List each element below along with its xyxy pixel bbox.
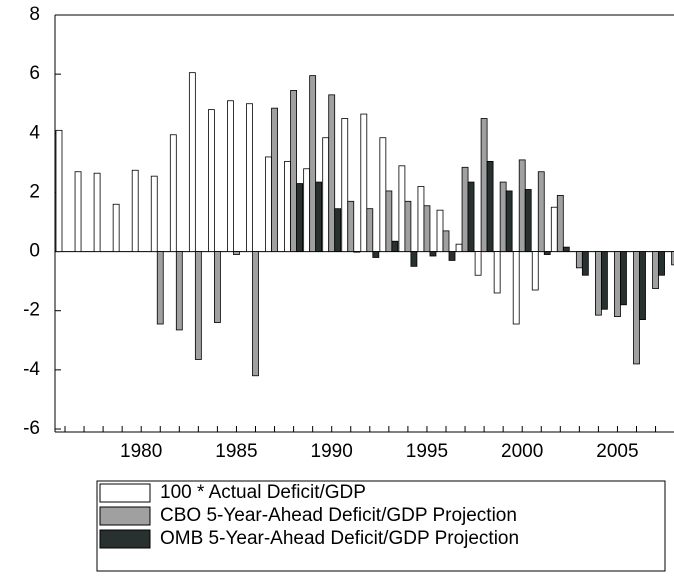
legend-label: 100 * Actual Deficit/GDP (160, 482, 366, 503)
bar (671, 251, 674, 266)
bar (436, 209, 444, 252)
bar (398, 165, 406, 252)
bar (322, 137, 330, 252)
bar (55, 129, 63, 252)
bar (480, 118, 488, 252)
y-tick-label: -2 (23, 300, 40, 321)
bar (334, 208, 342, 252)
bar (112, 203, 120, 252)
bar (410, 251, 418, 267)
bar (265, 156, 272, 252)
bar (156, 251, 164, 325)
legend-label: OMB 5-Year-Ahead Deficit/GDP Projection (160, 528, 519, 549)
bar (315, 181, 323, 252)
bar (290, 90, 298, 252)
bar (93, 172, 101, 252)
x-tick-label: 2000 (501, 441, 543, 462)
y-tick-label: 0 (29, 241, 40, 262)
bar (601, 251, 608, 310)
bar (309, 75, 317, 252)
bar (213, 251, 221, 323)
bar (537, 171, 545, 252)
bar (391, 240, 399, 252)
bar (417, 186, 425, 252)
x-tick-label: 2005 (596, 441, 638, 462)
bar (455, 243, 463, 252)
bar (633, 251, 640, 365)
bar (303, 168, 311, 252)
bar (360, 113, 368, 252)
bar (341, 118, 349, 252)
bar (442, 230, 450, 252)
bar (175, 251, 183, 331)
bar (353, 251, 361, 253)
bar (74, 171, 82, 252)
bar (188, 72, 196, 252)
bar (467, 181, 475, 252)
bar (194, 251, 202, 360)
bar (385, 190, 393, 252)
bar (461, 166, 469, 252)
bar (150, 175, 158, 252)
bar (328, 94, 336, 252)
bar (227, 100, 234, 252)
bar (652, 251, 659, 289)
bar (169, 134, 177, 252)
y-tick-label: 8 (29, 4, 40, 25)
bar (658, 251, 665, 276)
bar (423, 205, 431, 252)
bar (366, 208, 374, 252)
bar (581, 251, 589, 276)
bar (271, 107, 278, 252)
bar (614, 251, 621, 318)
bar (246, 103, 253, 252)
y-tick-label: -4 (23, 359, 40, 380)
bar (233, 251, 240, 255)
bar (486, 160, 494, 252)
legend-box (96, 480, 666, 572)
bar (347, 200, 355, 252)
bar (284, 160, 292, 252)
legend-swatch (99, 506, 151, 526)
bar (448, 251, 456, 261)
bar (639, 251, 646, 320)
bar (499, 181, 507, 252)
bar (493, 251, 501, 294)
bar (543, 251, 551, 255)
bar (131, 169, 139, 252)
bar (562, 246, 570, 252)
bar (531, 251, 539, 291)
bar (518, 159, 526, 252)
bar (524, 189, 532, 252)
bar (252, 251, 259, 377)
bar (620, 251, 627, 306)
legend-label: CBO 5-Year-Ahead Deficit/GDP Projection (160, 505, 517, 526)
bar (505, 190, 513, 252)
legend-swatch (99, 483, 151, 503)
bar (404, 200, 412, 252)
bar (512, 251, 520, 325)
bar (207, 109, 215, 252)
bar (429, 251, 437, 257)
bar (550, 206, 558, 252)
x-tick-label: 1985 (215, 441, 257, 462)
bar (556, 194, 564, 252)
y-tick-label: 4 (29, 122, 40, 143)
bar (372, 251, 380, 258)
y-tick-label: 6 (29, 63, 40, 84)
y-tick-label: 2 (29, 181, 40, 202)
bar (575, 251, 583, 269)
bar (474, 251, 482, 276)
x-tick-label: 1995 (406, 441, 448, 462)
x-tick-label: 1990 (311, 441, 353, 462)
y-tick-label: -6 (23, 418, 40, 439)
legend-swatch (99, 529, 151, 549)
x-tick-label: 1980 (120, 441, 162, 462)
bar (595, 251, 602, 316)
bar (296, 183, 304, 252)
bar (379, 137, 387, 252)
